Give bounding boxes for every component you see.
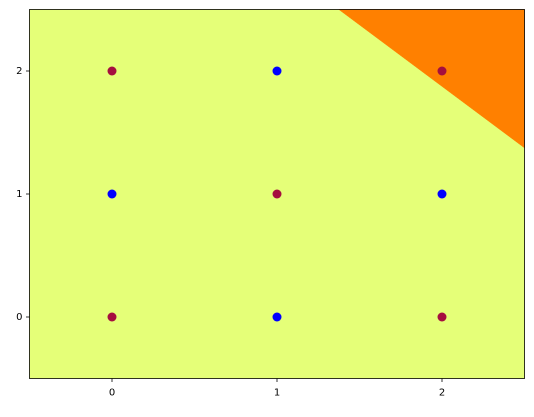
x-tick-label: 0 [109, 388, 115, 399]
point [107, 66, 117, 76]
x-tick-label: 1 [274, 388, 280, 399]
point [437, 66, 447, 76]
point [272, 189, 282, 199]
point [437, 312, 447, 322]
y-tick-label: 0 [16, 312, 22, 323]
y-tick-label: 2 [16, 66, 22, 77]
point [107, 312, 117, 322]
x-tick-label: 2 [439, 388, 445, 399]
point [107, 189, 117, 199]
point [272, 312, 282, 322]
y-tick-label: 1 [16, 189, 22, 200]
point [272, 66, 282, 76]
point [437, 189, 447, 199]
